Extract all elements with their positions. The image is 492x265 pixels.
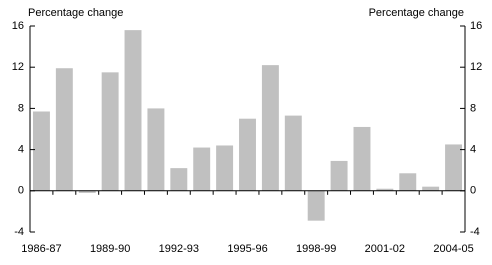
bar bbox=[284, 115, 302, 191]
bar bbox=[307, 190, 325, 221]
y-tick-label: 12 bbox=[12, 61, 24, 73]
bar bbox=[55, 68, 73, 191]
y2-tick-label: 8 bbox=[470, 102, 476, 114]
bar bbox=[399, 173, 417, 191]
y2-axis-label: Percentage change bbox=[369, 7, 464, 19]
bar bbox=[376, 188, 394, 191]
x-tick-label: 1995-96 bbox=[227, 243, 267, 255]
x-tick-label: 1992-93 bbox=[159, 243, 199, 255]
bar bbox=[239, 118, 256, 191]
x-tick-label: 2004-05 bbox=[433, 243, 473, 255]
y2-tick-label: 0 bbox=[470, 185, 476, 197]
bar bbox=[147, 108, 165, 191]
y-tick-label: -4 bbox=[14, 226, 24, 238]
x-tick-label: 2001-02 bbox=[365, 243, 405, 255]
y-tick-label: 16 bbox=[12, 20, 24, 32]
y2-tick-label: 12 bbox=[470, 61, 482, 73]
y-tick-label: 4 bbox=[18, 144, 24, 156]
x-tick-label: 1986-87 bbox=[21, 243, 61, 255]
x-tick-label: 1998-99 bbox=[296, 243, 336, 255]
y-tick-label: 0 bbox=[18, 185, 24, 197]
x-tick-label: 1989-90 bbox=[90, 243, 130, 255]
y-axis-label: Percentage change bbox=[28, 7, 123, 19]
y2-tick-label: 4 bbox=[470, 144, 476, 156]
bar bbox=[78, 190, 96, 193]
y-tick-label: 8 bbox=[18, 102, 24, 114]
bar bbox=[422, 186, 440, 191]
bar bbox=[32, 111, 50, 191]
y2-tick-label: -4 bbox=[470, 226, 480, 238]
bar bbox=[330, 160, 348, 191]
bar bbox=[170, 168, 188, 191]
bar bbox=[261, 65, 279, 191]
y2-tick-label: 16 bbox=[470, 20, 482, 32]
bar bbox=[124, 30, 142, 191]
bar bbox=[101, 72, 119, 191]
bar bbox=[353, 126, 371, 191]
bar bbox=[445, 144, 463, 191]
bar bbox=[193, 147, 211, 191]
bar bbox=[216, 145, 234, 191]
